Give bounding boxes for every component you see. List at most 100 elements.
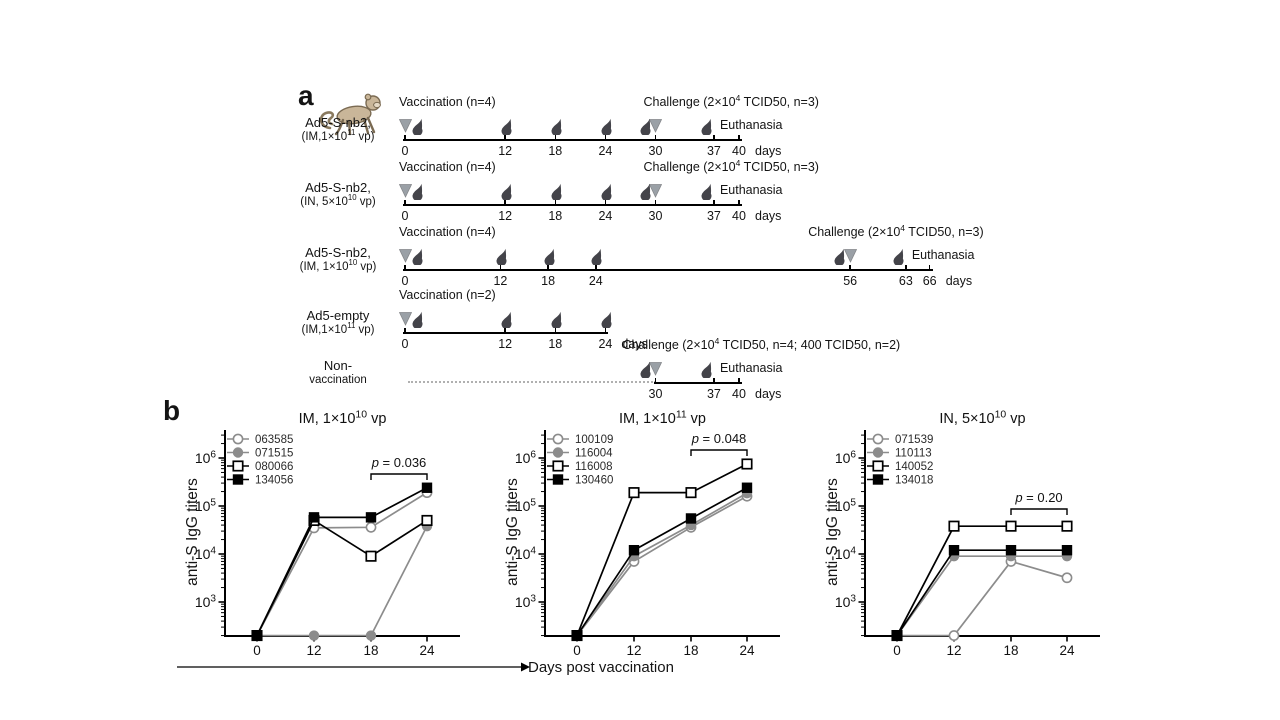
data-point-marker	[628, 544, 640, 556]
x-tick-label: 0	[253, 643, 261, 658]
event-triangle-icon	[843, 249, 857, 263]
p-value-label: p = 0.20	[1014, 490, 1062, 505]
timeline-tick	[738, 199, 740, 204]
timeline-tick	[595, 264, 597, 269]
blood-drop-icon	[701, 183, 712, 200]
x-tick-label: 18	[1003, 643, 1018, 658]
group-dose: (IM,1×1011 vp)	[301, 127, 375, 143]
event-triangle-icon	[398, 312, 412, 326]
data-point-marker	[571, 630, 583, 641]
timeline-tick	[713, 134, 715, 139]
timeline-tick-label: 37	[706, 143, 721, 158]
blood-drop-icon	[601, 118, 612, 135]
challenge-label: Challenge (2×104 TCID50, n=3)	[808, 222, 984, 239]
group-dose: vaccination	[309, 373, 367, 386]
timeline-tick-label: 24	[598, 143, 613, 158]
timeline-tick	[499, 264, 502, 269]
group-name: Non-	[323, 358, 353, 373]
legend-label: 134018	[895, 475, 933, 487]
legend-label: 063585	[255, 434, 293, 446]
data-point-marker	[365, 550, 377, 562]
x-tick-label: 12	[946, 643, 961, 658]
legend-label: 116004	[575, 448, 613, 460]
euthanasia-label: Euthanasia	[719, 118, 783, 132]
timeline-tick-label: 12	[498, 336, 513, 351]
data-point-marker	[365, 512, 377, 523]
svg-text:106: 106	[195, 450, 217, 466]
days-unit-label: days	[945, 273, 973, 288]
timeline-tick-label: 12	[498, 143, 513, 158]
x-tick-label: 12	[626, 643, 641, 658]
timeline-tick	[404, 264, 406, 269]
data-point-marker	[741, 458, 753, 470]
x-tick-label: 0	[893, 643, 901, 658]
challenge-label: Challenge (2×104 TCID50, n=4; 400 TCID50…	[622, 335, 901, 352]
p-value-label: p = 0.036	[371, 455, 427, 470]
group-label: Ad5-S-nb2, (IM, 1×1010 vp)	[276, 245, 400, 274]
timeline-tick-label: 0	[401, 273, 409, 288]
group-label: Ad5-S-nb2, (IN, 5×1010 vp)	[276, 180, 400, 209]
x-tick-label: 24	[419, 643, 435, 658]
timeline-tick-label: 18	[541, 273, 556, 288]
timeline-tick-label: 18	[548, 143, 563, 158]
vaccination-label: Vaccination (n=4)	[399, 95, 496, 109]
x-tick-label: 24	[1059, 643, 1075, 658]
svg-text:103: 103	[515, 594, 537, 610]
data-point-marker	[628, 487, 640, 499]
svg-text:104: 104	[835, 546, 857, 562]
x-tick-label: 18	[363, 643, 378, 658]
series-line	[256, 486, 428, 636]
group-dose: (IM, 1×1010 vp)	[299, 257, 377, 273]
timeline-tick-label: 24	[598, 336, 613, 351]
svg-text:IM, 1×1011 vp: IM, 1×1011 vp	[619, 409, 706, 427]
timeline-tick	[713, 199, 715, 204]
blood-drop-icon	[501, 183, 512, 200]
timeline-tick-label: 40	[732, 143, 746, 158]
days-unit-label: days	[755, 208, 782, 223]
days-unit-label: days	[621, 336, 648, 351]
data-point-marker	[685, 513, 697, 524]
blood-drop-icon	[412, 311, 423, 328]
timeline-tick	[849, 264, 851, 269]
blood-drop-icon	[701, 361, 712, 378]
legend-label: 134056	[255, 475, 293, 487]
timeline-tick-label: 30	[648, 143, 663, 158]
significance-bracket	[690, 449, 748, 456]
timeline-tick	[554, 199, 557, 204]
timeline-tick	[504, 199, 506, 204]
svg-text:105: 105	[195, 498, 217, 514]
data-point-marker	[685, 487, 697, 499]
data-point-marker	[1005, 520, 1017, 532]
timeline-axis	[403, 204, 742, 207]
significance-bracket	[370, 473, 428, 480]
blood-drop-icon	[496, 248, 507, 265]
timeline-tick	[604, 199, 607, 204]
data-point-marker	[365, 630, 377, 641]
vaccination-label: Vaccination (n=2)	[399, 288, 496, 302]
legend-item: 100109	[547, 433, 613, 446]
timeline-tick-label: 18	[548, 208, 563, 223]
p-value-label: p = 0.048	[691, 431, 747, 446]
timeline-tick	[928, 264, 931, 269]
series-line	[896, 525, 1067, 636]
timeline-tick	[404, 327, 406, 332]
data-point-marker	[1061, 544, 1073, 556]
svg-text:106: 106	[515, 450, 537, 466]
legend-label: 130460	[575, 475, 613, 487]
blood-drop-icon	[544, 248, 555, 265]
timeline-tick-label: 56	[843, 273, 858, 288]
timeline-tick	[554, 327, 557, 332]
data-point-marker	[308, 512, 320, 523]
timeline-tick	[404, 199, 406, 204]
series-line	[896, 555, 1067, 637]
timeline-axis	[653, 382, 742, 385]
timeline-tick-label: 18	[548, 336, 563, 351]
timeline-axis	[403, 139, 742, 142]
blood-drop-icon	[640, 183, 650, 200]
data-point-marker	[1061, 572, 1073, 584]
event-triangle-icon	[398, 119, 412, 133]
timeline-tick-label: 63	[898, 273, 913, 288]
legend-item: 116004	[547, 447, 613, 460]
data-point-marker	[308, 630, 320, 641]
